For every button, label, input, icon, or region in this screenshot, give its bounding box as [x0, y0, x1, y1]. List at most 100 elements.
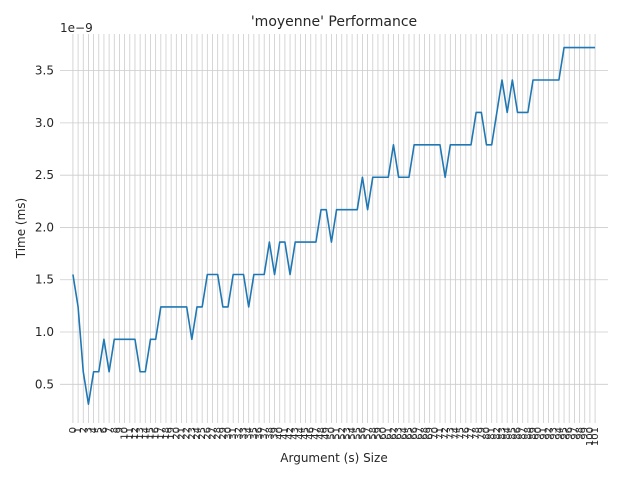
- x-tick-label: 38: [264, 427, 275, 440]
- x-tick-label: 1: [73, 427, 84, 433]
- x-tick-label: 2: [78, 427, 89, 433]
- y-axis-label: Time (ms): [14, 198, 28, 260]
- x-tick-label: 23: [187, 427, 198, 440]
- x-tick-label: 49: [321, 427, 332, 440]
- x-tick-label: 46: [306, 427, 317, 440]
- x-tick-label: 90: [533, 427, 544, 440]
- x-tick-label: 87: [518, 427, 529, 440]
- x-tick-label: 21: [176, 427, 187, 440]
- y-axis-ticks: 0.5 1.0 1.5 2.0 2.5 3.0 3.5: [35, 64, 54, 392]
- x-tick-label: 32: [233, 427, 244, 440]
- x-tick-label: 98: [575, 427, 586, 440]
- x-tick-label: 6: [99, 427, 110, 433]
- x-tick-label: 15: [145, 427, 156, 440]
- x-tick-label: 19: [166, 427, 177, 440]
- x-tick-label: 7: [104, 427, 115, 433]
- x-tick-label: 66: [409, 427, 420, 440]
- y-tick-label: 2.0: [35, 220, 54, 234]
- x-tick-label: 22: [182, 427, 193, 440]
- x-tick-label: 33: [239, 427, 250, 440]
- x-tick-label: 3: [83, 427, 94, 433]
- y-axis-offset-text: 1e−9: [60, 21, 93, 35]
- x-tick-label: 47: [311, 427, 322, 440]
- x-tick-label: 37: [259, 427, 270, 440]
- x-tick-label: 44: [295, 427, 306, 440]
- x-tick-label: 50: [326, 427, 337, 440]
- x-tick-label: 65: [404, 427, 415, 440]
- x-tick-label: 93: [549, 427, 560, 440]
- y-tick-label: 2.5: [35, 168, 54, 182]
- x-tick-label: 18: [161, 427, 172, 440]
- x-tick-label: 8: [109, 427, 120, 433]
- x-tick-label: 25: [197, 427, 208, 440]
- x-tick-label: 91: [538, 427, 549, 440]
- x-tick-label: 101: [590, 427, 601, 446]
- x-tick-label: 42: [285, 427, 296, 440]
- x-tick-label: 60: [378, 427, 389, 440]
- x-tick-label: 11: [125, 427, 136, 440]
- x-tick-label: 16: [151, 427, 162, 440]
- x-tick-label: 9: [114, 427, 125, 433]
- x-tick-label: 82: [492, 427, 503, 440]
- x-tick-label: 54: [347, 427, 358, 440]
- x-tick-label: 80: [482, 427, 493, 440]
- x-axis-ticks: 0123456789101112131415161718192021222324…: [68, 427, 601, 446]
- y-tick-label: 0.5: [35, 377, 54, 391]
- x-tick-label: 40: [275, 427, 286, 440]
- x-tick-label: 83: [497, 427, 508, 440]
- x-tick-label: 74: [450, 427, 461, 440]
- x-tick-label: 77: [466, 427, 477, 440]
- x-tick-label: 51: [332, 427, 343, 440]
- x-tick-label: 34: [244, 427, 255, 440]
- x-tick-label: 62: [388, 427, 399, 440]
- x-tick-label: 78: [471, 427, 482, 440]
- x-tick-label: 0: [68, 427, 79, 433]
- x-tick-label: 88: [523, 427, 534, 440]
- x-tick-label: 72: [440, 427, 451, 440]
- series-layer: [72, 46, 596, 405]
- x-tick-label: 75: [456, 427, 467, 440]
- x-tick-label: 29: [218, 427, 229, 440]
- x-tick-label: 12: [130, 427, 141, 440]
- x-tick-label: 58: [368, 427, 379, 440]
- x-axis-label: Argument (s) Size: [280, 451, 387, 465]
- x-tick-label: 59: [373, 427, 384, 440]
- x-tick-label: 56: [357, 427, 368, 440]
- x-tick-label: 97: [569, 427, 580, 440]
- chart-title: 'moyenne' Performance: [251, 14, 417, 30]
- x-tick-label: 61: [383, 427, 394, 440]
- x-tick-label: 39: [270, 427, 281, 440]
- x-tick-label: 92: [544, 427, 555, 440]
- x-tick-label: 73: [445, 427, 456, 440]
- x-tick-label: 81: [487, 427, 498, 440]
- series-line: [72, 46, 596, 405]
- x-tick-label: 84: [502, 427, 513, 440]
- x-tick-label: 85: [507, 427, 518, 440]
- x-tick-label: 52: [337, 427, 348, 440]
- x-tick-label: 10: [120, 427, 131, 440]
- x-tick-label: 86: [513, 427, 524, 440]
- x-tick-label: 57: [363, 427, 374, 440]
- x-tick-label: 99: [580, 427, 591, 440]
- y-tick-label: 1.0: [35, 325, 54, 339]
- x-tick-label: 94: [554, 427, 565, 440]
- x-tick-label: 95: [559, 427, 570, 440]
- x-tick-label: 67: [414, 427, 425, 440]
- x-tick-label: 24: [192, 427, 203, 440]
- x-tick-label: 96: [564, 427, 575, 440]
- y-tick-label: 3.5: [35, 64, 54, 78]
- grid-lines: [60, 34, 608, 423]
- x-tick-label: 14: [140, 427, 151, 440]
- x-tick-label: 69: [425, 427, 436, 440]
- x-tick-label: 35: [249, 427, 260, 440]
- x-tick-label: 28: [213, 427, 224, 440]
- x-tick-label: 48: [316, 427, 327, 440]
- x-tick-label: 79: [476, 427, 487, 440]
- x-tick-label: 43: [290, 427, 301, 440]
- x-tick-label: 89: [528, 427, 539, 440]
- x-tick-label: 68: [419, 427, 430, 440]
- x-tick-label: 41: [280, 427, 291, 440]
- x-tick-label: 76: [461, 427, 472, 440]
- x-tick-label: 30: [223, 427, 234, 440]
- x-tick-label: 17: [156, 427, 167, 440]
